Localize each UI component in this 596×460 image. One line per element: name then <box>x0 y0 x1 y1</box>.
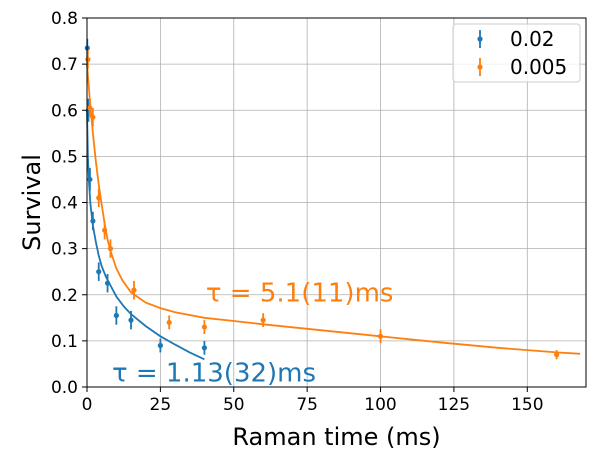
data-point <box>85 56 91 63</box>
data-point <box>90 114 96 120</box>
x-tick-label: 100 <box>364 395 396 415</box>
data-point <box>87 176 93 183</box>
data-point <box>131 287 137 293</box>
y-tick-label: 0.1 <box>51 332 78 352</box>
y-tick-label: 0.6 <box>51 101 78 121</box>
data-point <box>157 342 163 349</box>
legend-marker <box>477 36 483 42</box>
x-tick-label: 150 <box>511 395 543 415</box>
x-tick-label: 75 <box>296 395 318 415</box>
y-tick-label: 0.3 <box>51 240 78 260</box>
data-point <box>377 333 384 339</box>
y-axis-title: Survival <box>18 154 46 251</box>
fit-curves <box>86 64 581 361</box>
tau-annotation-orange: τ = 5.1(11)ms <box>206 279 394 309</box>
legend-label: 0.005 <box>510 55 567 79</box>
x-tick-label: 25 <box>150 395 172 415</box>
data-point <box>128 317 134 323</box>
y-tick-label: 0.7 <box>51 55 78 75</box>
data-point <box>201 324 208 330</box>
x-tick-label: 0 <box>82 395 93 415</box>
data-point <box>113 312 119 319</box>
legend: 0.02 0.005 <box>452 23 581 83</box>
fit-curve-1 <box>86 64 581 355</box>
y-tick-label: 0.0 <box>51 378 78 398</box>
x-axis-title: Raman time (ms) <box>232 423 440 451</box>
data-point <box>166 319 172 326</box>
tau-annotation-blue: τ = 1.13(32)ms <box>112 358 316 388</box>
data-point <box>201 345 208 351</box>
y-tick-label: 0.8 <box>51 9 78 29</box>
legend-label: 0.02 <box>510 27 555 51</box>
data-point <box>554 352 560 358</box>
y-tick-label: 0.2 <box>51 286 78 306</box>
data-point <box>87 105 93 111</box>
data-point <box>260 317 266 323</box>
data-point <box>104 280 111 286</box>
x-tick-label: 125 <box>438 395 470 415</box>
axis-ticks: 0 25 50 75 100 125 150 0.0 0.1 0.2 0.3 0.4 0.5 0.6 0.7… <box>51 9 544 415</box>
legend-marker <box>477 64 483 70</box>
data-point <box>90 218 96 224</box>
data-points <box>84 38 560 360</box>
y-tick-label: 0.4 <box>51 194 78 214</box>
data-point <box>107 246 114 252</box>
x-tick-label: 50 <box>223 395 245 415</box>
data-point <box>96 269 102 275</box>
y-tick-label: 0.5 <box>51 147 78 167</box>
data-point <box>96 195 102 201</box>
legend-box <box>452 23 581 83</box>
data-point <box>102 227 108 233</box>
